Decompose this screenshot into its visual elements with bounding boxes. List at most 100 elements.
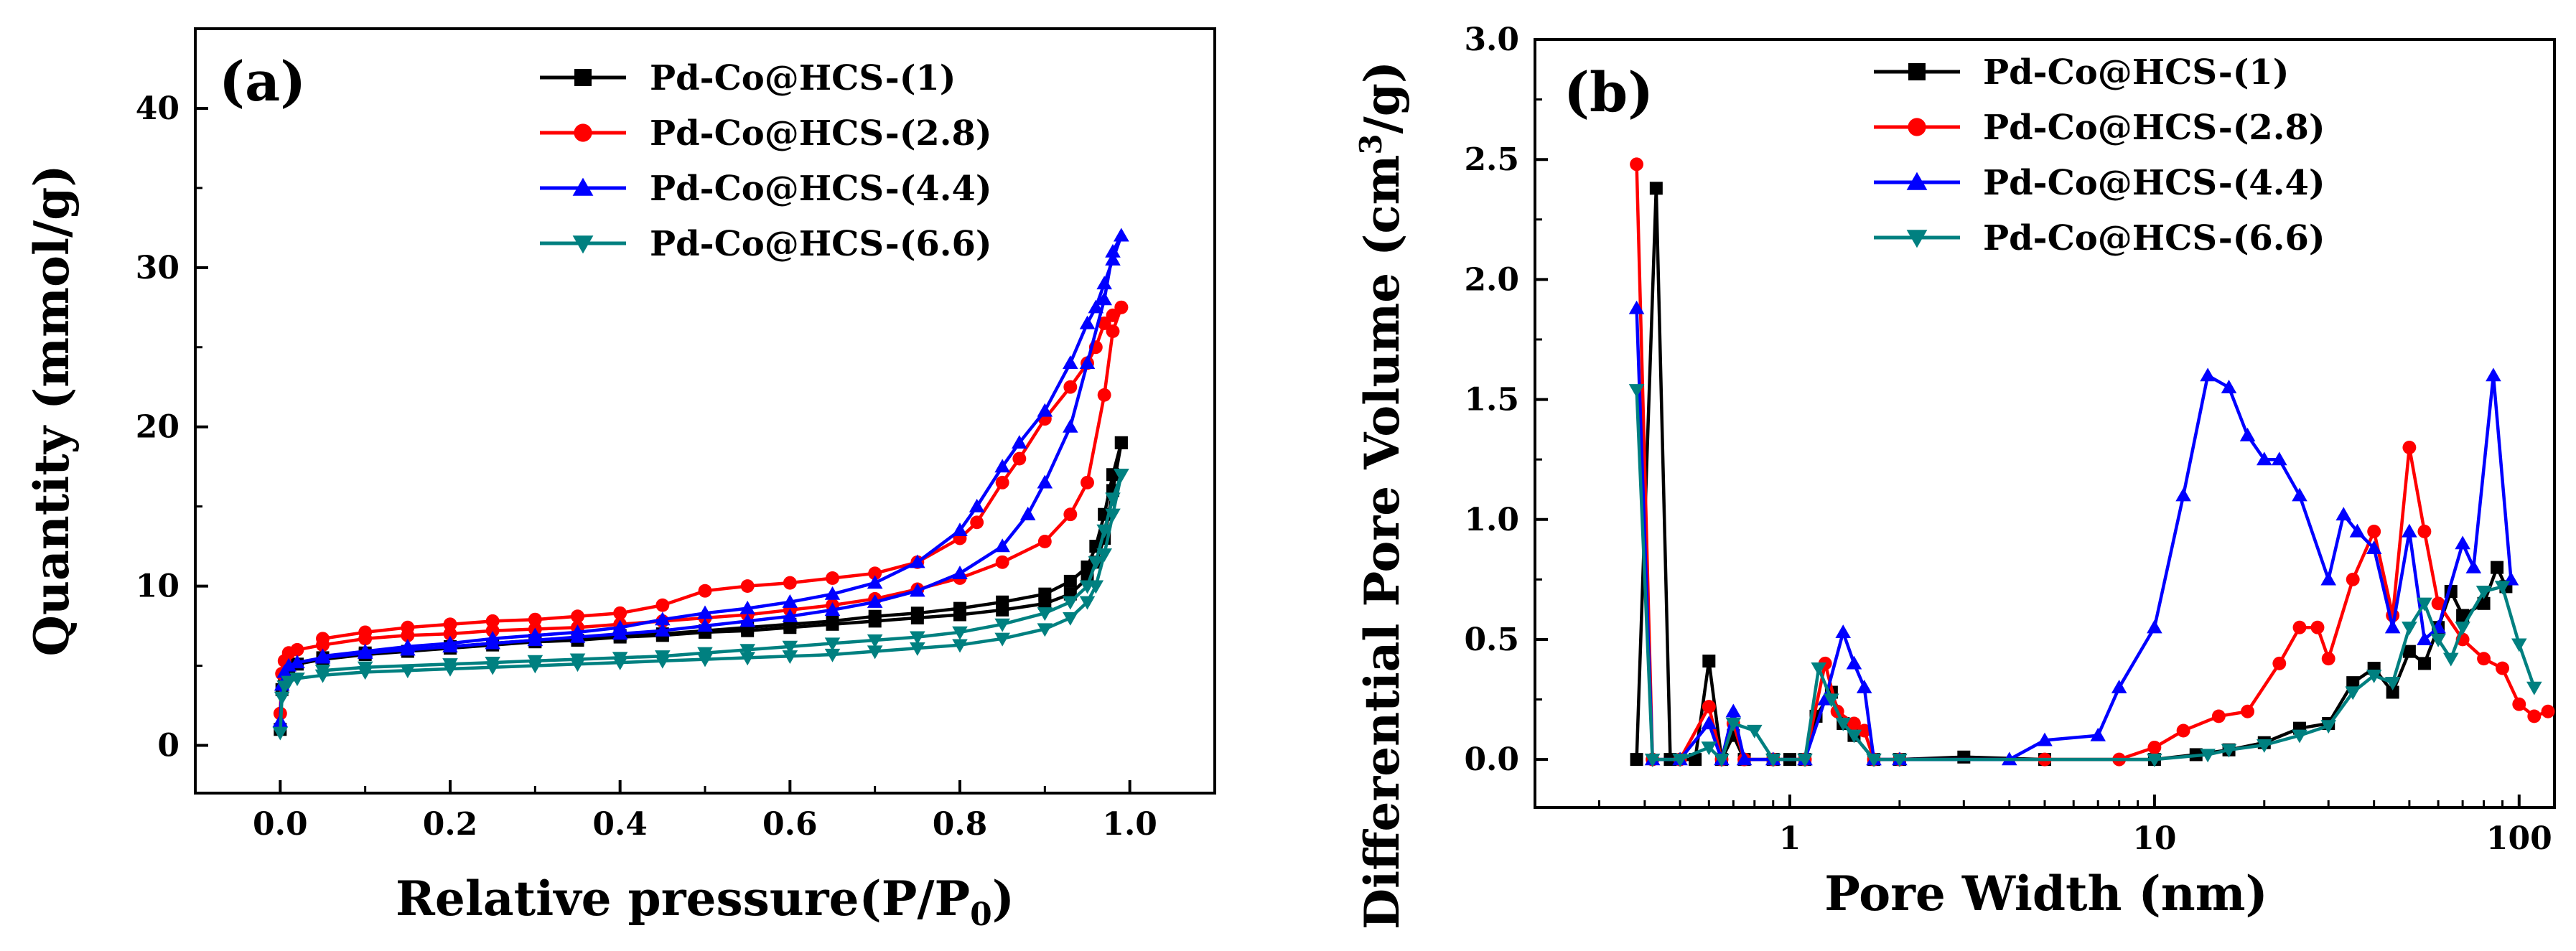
panel-a-desorption-line xyxy=(322,235,1123,658)
panel-a-data-point xyxy=(952,523,968,537)
panel-b-data-point xyxy=(2527,709,2542,723)
panel-b-data-point xyxy=(2292,620,2307,634)
panel-a-data-point xyxy=(1114,469,1129,483)
panel-a-data-point xyxy=(528,612,542,627)
panel-b-data-point xyxy=(2147,754,2162,767)
panel-a-data-point xyxy=(1079,315,1096,329)
panel-b-data-point xyxy=(2486,367,2501,382)
panel-b-data-point xyxy=(2417,632,2432,646)
panel-a-data-point xyxy=(1038,587,1052,601)
panel-a-data-point xyxy=(527,655,543,669)
panel-b-legend-label: Pd-Co@HCS-(4.4) xyxy=(1983,163,2325,203)
panel-b-data-point xyxy=(1866,754,1882,767)
panel-a-legend-label: Pd-Co@HCS-(2.8) xyxy=(650,113,992,154)
panel-a-x-tick-label: 0.2 xyxy=(423,806,478,843)
panel-a-data-point xyxy=(1106,324,1120,339)
panel-a-data-point xyxy=(994,538,1010,553)
panel-b-data-point xyxy=(1672,754,1688,767)
panel-b-data-point xyxy=(2037,732,2053,746)
panel-b-pore-distribution-chart: 1 10 100 0.0 0.5 1.0 1.5 2.0 2.5 3.0 (b) Pore Wid… xyxy=(1353,22,2556,929)
panel-b-series xyxy=(1628,157,2555,767)
panel-b-data-point xyxy=(1702,700,1716,714)
panel-b-data-point xyxy=(2239,427,2256,441)
panel-b-data-point xyxy=(1628,300,1645,314)
panel-a-y-tick-label: 10 xyxy=(136,568,179,605)
panel-a-data-point xyxy=(1114,228,1129,242)
panel-b-data-point xyxy=(2211,709,2226,723)
panel-b-data-point xyxy=(2272,451,2287,466)
panel-a-data-point xyxy=(1081,560,1094,573)
panel-b-x-axis-title: Pore Width (nm) xyxy=(1824,866,2268,922)
panel-a-data-point xyxy=(910,606,924,620)
panel-a-data-point xyxy=(824,602,841,616)
panel-b-data-point xyxy=(1630,753,1643,767)
panel-a-data-point xyxy=(824,648,841,662)
panel-b-data-point xyxy=(2402,645,2416,658)
panel-a-data-point xyxy=(400,665,416,678)
panel-a-data-point xyxy=(272,726,289,741)
panel-a-data-point xyxy=(994,632,1010,647)
panel-a-y-tick-label: 30 xyxy=(136,250,179,286)
panel-b-data-point xyxy=(2386,685,2399,699)
panel-a-data-point xyxy=(281,675,297,690)
panel-a-data-point xyxy=(1114,300,1129,314)
panel-b-data-point xyxy=(1649,182,1663,195)
panel-b-legend-marker xyxy=(1908,118,1926,136)
panel-b-data-point xyxy=(2494,581,2511,595)
panel-b-data-point xyxy=(2221,380,2237,393)
panel-b-legend-label: Pd-Co@HCS-(6.6) xyxy=(1983,218,2325,258)
panel-b-x-tick-label: 100 xyxy=(2486,820,2552,857)
panel-b-data-point xyxy=(1644,754,1661,767)
panel-b-data-point xyxy=(2292,487,2307,502)
panel-a-data-point xyxy=(485,656,500,670)
panel-a-x-tick-label: 0.0 xyxy=(253,806,308,843)
panel-a-data-point xyxy=(910,554,925,568)
panel-b-data-point xyxy=(2417,525,2432,538)
panel-a-series-3 xyxy=(272,228,1129,728)
panel-b-series-3 xyxy=(1628,300,2519,766)
panel-a-data-point xyxy=(782,640,798,655)
panel-a-x-tick-label: 1.0 xyxy=(1102,806,1157,843)
panel-b-legend-marker xyxy=(1906,172,1928,190)
panel-b-series-4 xyxy=(1628,384,2542,767)
panel-b-data-point xyxy=(2221,744,2237,758)
panel-a-data-point xyxy=(1037,607,1053,622)
panel-b-data-point xyxy=(2256,739,2272,753)
panel-a-data-point xyxy=(1096,276,1112,290)
panel-a-data-point xyxy=(443,627,457,641)
panel-b-data-point xyxy=(2431,596,2445,611)
panel-a-data-point xyxy=(289,655,305,669)
panel-a-data-point xyxy=(1105,243,1121,258)
panel-b-data-point xyxy=(1725,717,1742,731)
panel-b-data-point xyxy=(2430,633,2446,647)
panel-b-data-point xyxy=(2512,697,2526,711)
panel-a-data-point xyxy=(826,614,839,628)
panel-b-data-point xyxy=(1835,624,1852,639)
panel-b-data-point xyxy=(2335,507,2352,521)
panel-a-data-point xyxy=(739,644,755,658)
panel-a-data-point xyxy=(952,566,968,579)
panel-b-data-point xyxy=(2090,727,2106,741)
panel-b-data-point xyxy=(1846,655,1862,670)
panel-a-data-point xyxy=(314,648,331,662)
panel-a-x-tick-label: 0.8 xyxy=(933,806,988,843)
panel-a-data-point xyxy=(953,601,966,615)
panel-b-data-point xyxy=(2200,749,2216,763)
panel-b-plot-frame xyxy=(1534,38,2556,809)
panel-a-data-point xyxy=(740,579,755,594)
panel-a-data-point xyxy=(996,595,1009,609)
panel-b-data-point xyxy=(1630,157,1644,172)
panel-a-adsorption-line xyxy=(279,306,1123,714)
panel-b-data-point xyxy=(2175,487,2191,502)
panel-a-data-point xyxy=(824,586,841,600)
panel-b-data-point xyxy=(2465,559,2482,573)
panel-a-data-point xyxy=(1037,623,1053,637)
panel-b-data-point xyxy=(2496,661,2509,675)
panel-b-data-point xyxy=(2366,669,2382,683)
panel-b-data-point xyxy=(1892,754,1908,767)
panel-a-data-point xyxy=(613,606,627,620)
panel-a-data-point xyxy=(782,608,798,622)
panel-b-legend-label: Pd-Co@HCS-(1) xyxy=(1983,52,2290,93)
panel-a-data-point xyxy=(400,639,416,652)
